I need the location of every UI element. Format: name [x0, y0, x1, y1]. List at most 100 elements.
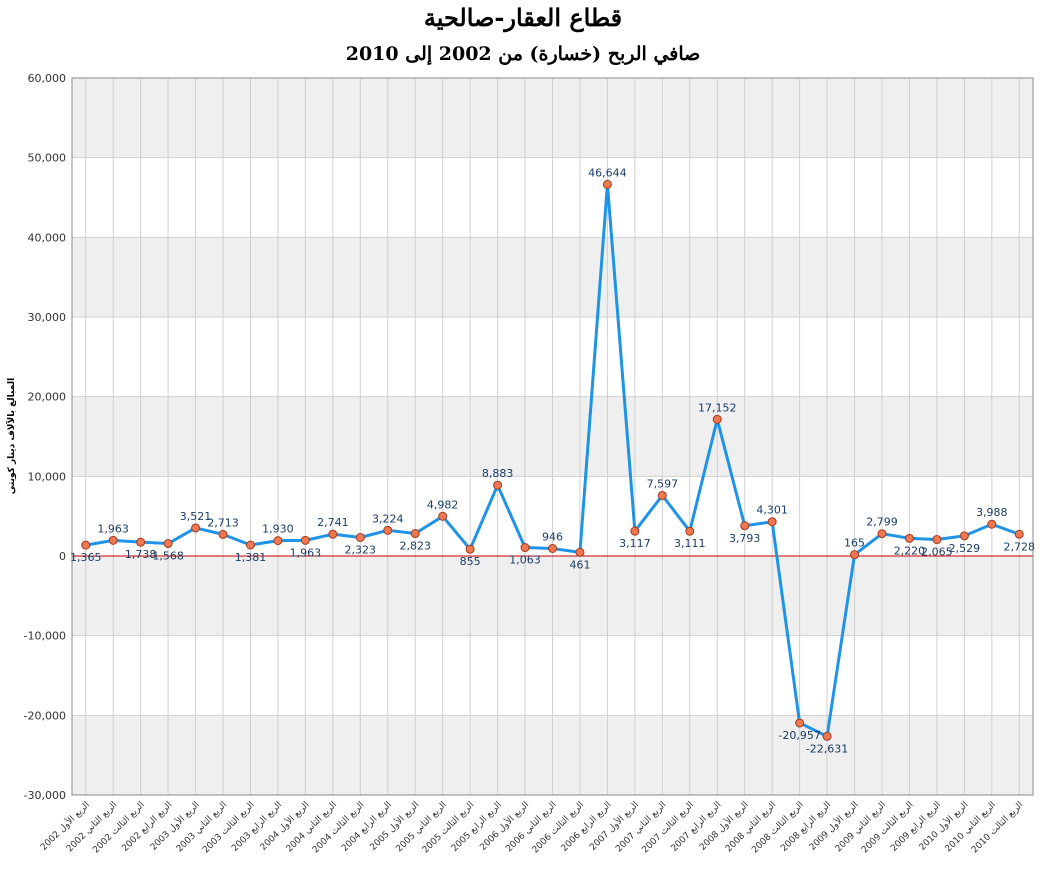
- data-label: 461: [569, 558, 590, 571]
- data-point: [383, 525, 393, 535]
- y-tick-label: 0: [59, 550, 66, 563]
- x-tick-label: الربع الأول 2003: [147, 799, 201, 853]
- x-tick-label: الربع الرابع 2005: [450, 800, 504, 854]
- data-label: 3,117: [619, 537, 651, 550]
- data-point: [520, 543, 530, 553]
- y-tick-label: 30,000: [28, 311, 67, 324]
- x-tick-label: الربع الأول 2002: [38, 799, 92, 853]
- x-tick-label: الربع الأول 2009: [806, 799, 860, 853]
- data-point: [850, 550, 860, 560]
- data-label: 1,963: [290, 546, 322, 559]
- data-label: 2,713: [207, 516, 239, 529]
- data-label: 2,799: [866, 516, 898, 529]
- data-point: [1014, 529, 1024, 539]
- data-label: 1,063: [509, 554, 541, 567]
- data-point: [218, 529, 228, 539]
- data-label: 2,065: [921, 546, 953, 559]
- y-tick-label: 50,000: [28, 152, 67, 165]
- data-label: 2,220: [894, 544, 926, 557]
- y-tick-label: 20,000: [28, 391, 67, 404]
- data-label: 3,224: [372, 512, 404, 525]
- data-point: [245, 540, 255, 550]
- data-label: 17,152: [698, 401, 737, 414]
- data-label: 2,728: [1004, 540, 1036, 553]
- plot-frame: [71, 77, 1034, 796]
- y-tick-label: -20,000: [24, 709, 66, 722]
- data-label: 1,365: [70, 551, 102, 564]
- x-tick-label: الربع الرابع 2009: [889, 800, 943, 854]
- data-point: [795, 718, 805, 728]
- data-point: [987, 519, 997, 529]
- x-tick-label: الربع الرابع 2002: [120, 800, 174, 854]
- data-point: [273, 536, 283, 546]
- x-tick-label: الربع الرابع 2006: [560, 800, 614, 854]
- data-label: 2,741: [317, 516, 349, 529]
- data-point: [712, 414, 722, 424]
- x-tick-label: الربع الرابع 2008: [779, 800, 833, 854]
- x-tick-label: الربع الأول 2005: [367, 799, 421, 853]
- data-label: 8,883: [482, 467, 514, 480]
- data-point: [136, 537, 146, 547]
- data-label: 1,930: [262, 523, 294, 536]
- data-label: 165: [844, 537, 865, 550]
- data-point: [108, 535, 118, 545]
- data-label: -22,631: [806, 742, 848, 755]
- data-point: [328, 529, 338, 539]
- data-label: 946: [542, 530, 563, 543]
- data-point: [493, 480, 503, 490]
- data-point: [191, 523, 201, 533]
- data-label: 4,301: [756, 504, 788, 517]
- data-label: 1,738: [125, 548, 157, 561]
- data-label: 1,963: [97, 522, 129, 535]
- data-label: 7,597: [647, 477, 679, 490]
- data-label: 1,381: [235, 551, 267, 564]
- data-point: [300, 535, 310, 545]
- data-point: [630, 526, 640, 536]
- data-point: [685, 526, 695, 536]
- data-point: [822, 731, 832, 741]
- data-label: -20,957: [778, 729, 820, 742]
- x-tick-label: الربع الأول 2006: [477, 799, 531, 853]
- x-tick-label: الربع الرابع 2003: [230, 800, 284, 854]
- data-label: 1,568: [152, 550, 184, 563]
- data-label: 4,982: [427, 498, 459, 511]
- data-point: [740, 521, 750, 531]
- data-label: 3,111: [674, 537, 706, 550]
- data-label: 3,521: [180, 510, 212, 523]
- x-tick-label: الربع الأول 2010: [916, 799, 970, 853]
- data-label: 2,323: [345, 543, 377, 556]
- data-point: [767, 517, 777, 527]
- data-label: 3,988: [976, 506, 1008, 519]
- data-label: 2,529: [949, 542, 981, 555]
- x-tick-label: الربع الأول 2007: [587, 799, 641, 853]
- y-tick-label: 60,000: [28, 72, 67, 85]
- data-point: [575, 547, 585, 557]
- x-tick-label: الربع الرابع 2007: [670, 800, 724, 854]
- y-tick-label: 40,000: [28, 231, 67, 244]
- chart-title: قطاع العقار-صالحية: [424, 3, 622, 33]
- data-label: 855: [460, 555, 481, 568]
- data-point: [877, 529, 887, 539]
- y-tick-label: -10,000: [24, 630, 66, 643]
- data-point: [657, 490, 667, 500]
- data-point: [163, 539, 173, 549]
- data-point: [548, 543, 557, 553]
- y-axis-label: المبالغ بالآلاف دينار كويتي: [5, 378, 17, 494]
- data-point: [904, 533, 914, 543]
- x-tick-label: الربع الرابع 2004: [340, 800, 394, 854]
- data-point: [932, 535, 942, 545]
- x-tick-label: الربع الثالث 2010: [970, 800, 1025, 855]
- x-tick-label: الربع الأول 2004: [257, 799, 311, 853]
- data-point: [602, 179, 612, 189]
- data-label: 3,793: [729, 532, 761, 545]
- y-tick-label: -30,000: [24, 789, 66, 802]
- data-label: 46,644: [588, 166, 627, 179]
- data-point: [959, 531, 969, 541]
- data-label: 2,823: [399, 540, 431, 553]
- data-point: [465, 544, 475, 554]
- data-point: [81, 540, 91, 550]
- chart-subtitle: صافي الربح (خسارة) من 2002 إلى 2010: [346, 43, 701, 66]
- x-tick-label: الربع الأول 2008: [697, 799, 751, 853]
- data-point: [410, 529, 420, 539]
